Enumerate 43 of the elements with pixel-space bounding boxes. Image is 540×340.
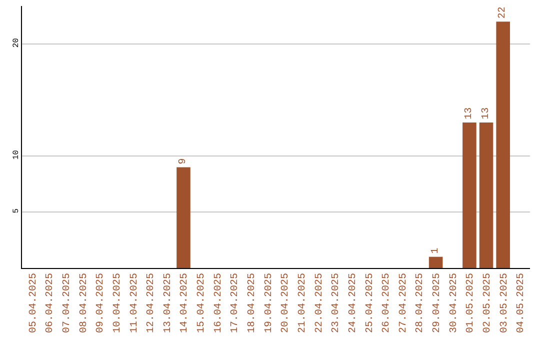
x-tick-label: 01.05.2025: [466, 273, 477, 334]
x-tick-label: 03.05.2025: [499, 273, 510, 334]
data-label: 13: [464, 107, 475, 120]
x-tick-label: 04.05.2025: [516, 273, 528, 334]
x-tick-label: 29.04.2025: [432, 273, 444, 334]
y-tick-label: 5: [12, 208, 21, 214]
x-tick-label: 21.04.2025: [297, 273, 308, 334]
x-tick-label: 16.04.2025: [213, 273, 224, 334]
x-tick-label: 28.04.2025: [415, 273, 426, 334]
x-tick-label: 24.04.2025: [348, 273, 359, 334]
x-tick-label: 12.04.2025: [146, 273, 158, 334]
bar: [176, 167, 190, 268]
bar: [496, 22, 510, 268]
data-label: 9: [178, 158, 189, 164]
bar: [462, 122, 476, 268]
x-tick-label: 10.04.2025: [112, 273, 124, 334]
y-tick-label: 20: [12, 38, 21, 48]
x-tick-label: 02.05.2025: [482, 273, 494, 334]
x-tick-label: 13.04.2025: [162, 273, 174, 334]
x-tick-label: 18.04.2025: [247, 273, 258, 334]
data-label: 1: [430, 248, 442, 254]
x-tick-label: 09.04.2025: [96, 273, 107, 334]
x-tick-label: 26.04.2025: [382, 273, 393, 334]
bar: [428, 256, 443, 268]
data-label: 13: [480, 107, 492, 120]
x-tick-label: 15.04.2025: [196, 273, 208, 334]
x-tick-label: 22.04.2025: [314, 273, 326, 334]
x-tick-label: 25.04.2025: [364, 273, 376, 334]
x-tick-label: 20.04.2025: [280, 273, 292, 334]
x-tick-label: 08.04.2025: [78, 273, 90, 334]
x-tick-label: 06.04.2025: [45, 273, 56, 334]
x-tick-label: 14.04.2025: [180, 273, 191, 334]
x-tick-label: 23.04.2025: [331, 273, 342, 334]
bar: [479, 122, 494, 268]
data-label: 22: [498, 6, 509, 19]
y-tick-label: 10: [12, 150, 21, 160]
x-tick-label: 30.04.2025: [448, 273, 460, 334]
x-tick-label: 19.04.2025: [264, 273, 275, 334]
x-tick-label: 27.04.2025: [398, 273, 410, 334]
x-tick-label: 05.04.2025: [28, 273, 40, 334]
x-tick-label: 17.04.2025: [230, 273, 242, 334]
x-tick-label: 07.04.2025: [62, 273, 73, 334]
x-tick-label: 11.04.2025: [129, 273, 140, 334]
